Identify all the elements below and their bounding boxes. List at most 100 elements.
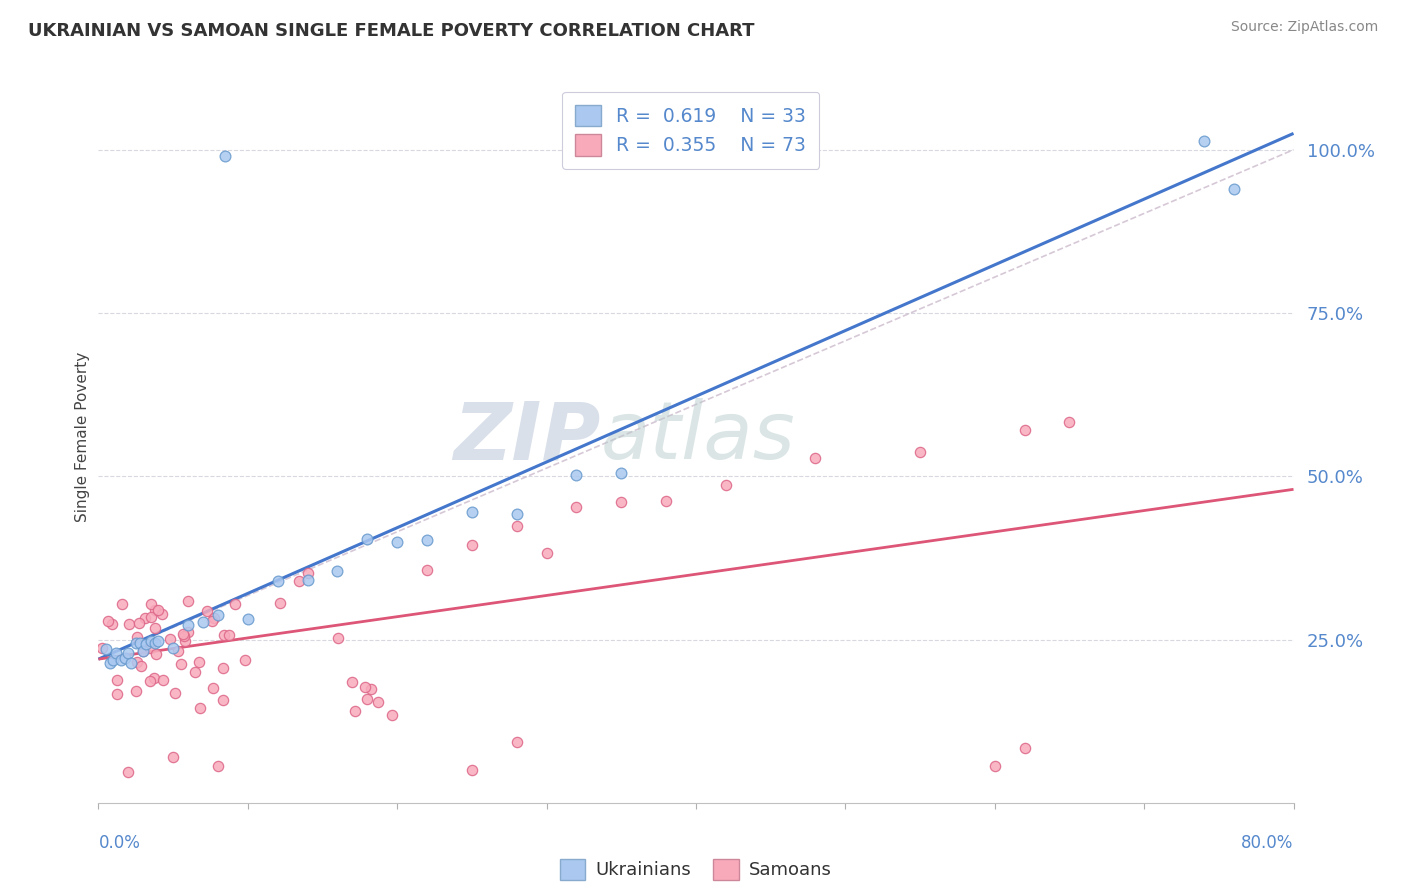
Point [101,616,124,631]
Point [139,674,162,689]
Point [207,758,229,772]
Point [131,659,153,673]
Point [461,764,484,778]
Point [139,597,162,611]
Point [328,631,350,645]
Point [385,535,409,549]
Point [105,687,128,701]
Point [416,533,439,547]
Point [173,629,195,643]
Point [146,603,169,617]
Point [188,655,211,669]
Point [127,655,149,669]
Point [1014,740,1036,755]
Point [207,607,229,622]
Point [117,764,139,779]
Point [416,563,439,577]
Y-axis label: Single Female Poverty: Single Female Poverty [75,352,90,522]
Point [159,632,181,646]
Point [165,686,187,700]
Point [139,633,162,648]
Point [138,640,160,655]
Point [172,627,194,641]
Text: ZIP: ZIP [453,398,600,476]
Point [269,596,291,610]
Point [984,758,1007,772]
Point [127,630,149,644]
Point [125,636,148,650]
Point [148,634,170,648]
Point [143,603,166,617]
Text: UKRAINIAN VS SAMOAN SINGLE FEMALE POVERTY CORRELATION CHART: UKRAINIAN VS SAMOAN SINGLE FEMALE POVERT… [28,22,755,40]
Point [139,610,162,624]
Point [343,704,366,718]
Point [326,564,349,578]
Point [152,673,174,688]
Point [111,597,134,611]
Point [356,691,378,706]
Text: Source: ZipAtlas.com: Source: ZipAtlas.com [1230,20,1378,34]
Point [1014,423,1036,437]
Point [184,665,207,679]
Point [162,640,184,655]
Point [200,614,222,628]
Point [288,574,311,588]
Point [177,618,200,632]
Point [214,148,236,162]
Point [94,642,117,657]
Point [100,656,122,670]
Point [114,650,136,665]
Point [117,646,139,660]
Point [267,574,290,588]
Point [201,681,224,695]
Point [356,532,378,546]
Point [506,735,529,749]
Point [110,653,132,667]
Point [103,653,125,667]
Point [212,661,235,675]
Point [655,494,678,508]
Point [714,478,737,492]
Point [188,700,211,714]
Point [565,467,588,482]
Point [177,624,200,639]
Point [367,694,389,708]
Legend: Ukrainians, Samoans: Ukrainians, Samoans [551,850,841,888]
Point [195,604,218,618]
Point [125,683,148,698]
Point [353,680,375,694]
Point [162,749,184,764]
Point [202,611,225,625]
Point [804,451,827,466]
Point [218,628,240,642]
Point [90,640,112,655]
Point [536,546,558,560]
Point [381,708,404,723]
Point [120,656,142,670]
Point [131,644,153,658]
Point [135,637,157,651]
Point [129,635,152,649]
Point [297,573,319,587]
Point [177,593,200,607]
Point [143,671,166,685]
Point [132,644,155,658]
Point [506,507,529,521]
Point [170,657,193,672]
Point [118,617,141,632]
Point [506,519,529,533]
Point [191,615,214,630]
Point [235,653,257,667]
Text: 80.0%: 80.0% [1241,834,1294,852]
Point [105,673,128,687]
Point [145,648,167,662]
Point [1059,415,1081,429]
Point [236,612,259,626]
Point [224,598,246,612]
Point [297,566,319,580]
Point [134,611,156,625]
Point [1223,182,1246,196]
Point [461,505,484,519]
Point [360,681,382,696]
Point [610,466,633,480]
